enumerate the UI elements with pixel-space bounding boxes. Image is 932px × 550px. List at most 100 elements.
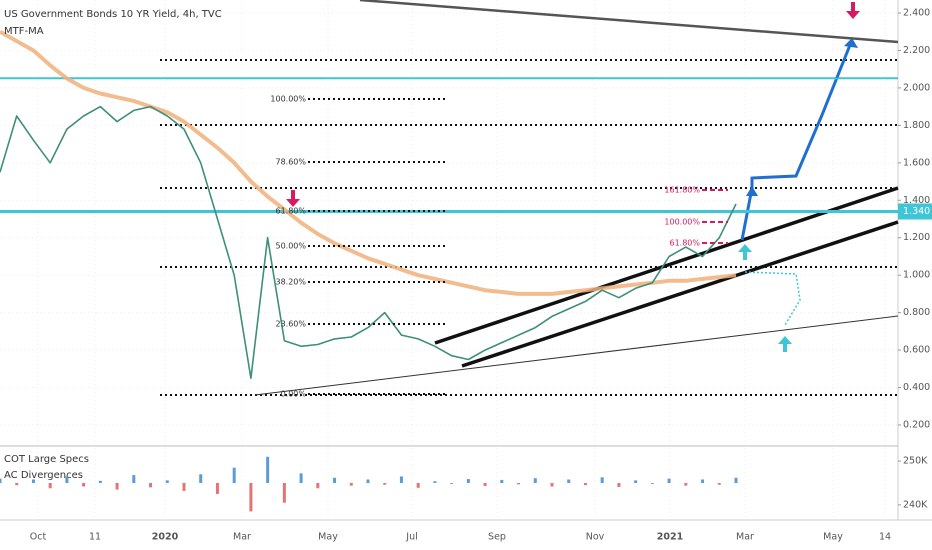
series-line <box>0 29 737 296</box>
histogram-bar <box>650 483 654 484</box>
histogram-bar <box>65 476 69 483</box>
x-tick-label: 11 <box>89 532 101 543</box>
y-tick-label: 1.200 <box>903 232 930 243</box>
drawing <box>359 0 899 44</box>
y-tick-label: 1.000 <box>903 270 930 281</box>
y-tick-label: 0.800 <box>903 307 930 318</box>
y-tick-label: 240K <box>903 499 928 510</box>
x-tick-label: 2021 <box>657 532 683 543</box>
histogram-bar <box>416 483 420 488</box>
histogram-bar <box>550 483 554 487</box>
fib-label: 23.60% <box>275 320 306 329</box>
x-tick-label: Mar <box>736 532 754 543</box>
y-tick-label: 2.200 <box>903 45 930 56</box>
histogram-bar <box>567 479 571 483</box>
y-tick-label: 2.400 <box>903 8 930 19</box>
drawing <box>744 271 801 326</box>
histogram-bar <box>215 483 219 494</box>
x-tick-label: 2020 <box>152 532 179 543</box>
histogram-bar <box>0 478 2 483</box>
y-tick-label: 1.600 <box>903 157 930 168</box>
histogram-bar <box>500 479 504 483</box>
x-tick-label: 14 <box>879 532 891 543</box>
histogram-bar <box>634 480 638 483</box>
drawings <box>0 0 899 396</box>
histogram-bar <box>249 483 253 512</box>
drawing <box>738 244 752 260</box>
histogram-bar <box>115 483 119 490</box>
histogram-bar <box>48 483 52 489</box>
series-line <box>0 105 737 380</box>
x-tick-label: Jul <box>405 532 417 543</box>
fib-label: 78.60% <box>275 158 306 167</box>
chart-title: US Government Bonds 10 YR Yield, 4h, TVC <box>4 9 222 20</box>
histogram-bar <box>165 480 169 483</box>
histogram-bar <box>466 479 470 483</box>
histogram-bar <box>701 479 705 483</box>
histogram-bar <box>199 474 203 483</box>
histogram-bar <box>316 483 320 489</box>
histogram-bar <box>182 483 186 491</box>
histogram-bar <box>299 473 303 483</box>
x-tick-label: May <box>318 532 338 543</box>
y-tick-label: 1.800 <box>903 120 930 131</box>
plot <box>0 29 898 395</box>
fib-label: 50.00% <box>275 242 306 251</box>
histogram-bar <box>383 483 387 485</box>
histogram-bar <box>483 483 487 487</box>
histogram-bar <box>450 483 454 484</box>
histogram-bar <box>98 480 102 483</box>
pane-label: COT Large Specs <box>4 454 89 465</box>
drawing <box>778 336 792 352</box>
histogram-bar <box>266 456 270 483</box>
histogram-bar <box>734 477 738 483</box>
x-tick-label: Oct <box>30 532 47 543</box>
histogram-bar <box>517 483 521 485</box>
fib-label: 100.00% <box>270 95 306 104</box>
price-tag-label: 1.340 <box>903 206 930 217</box>
fib-label: 61.80% <box>669 239 700 248</box>
histogram-bar <box>149 483 153 488</box>
histogram-bar <box>333 477 337 483</box>
y-tick-label: 250K <box>903 456 928 467</box>
histogram-bar <box>82 483 86 487</box>
fib-label: 100.00% <box>664 218 700 227</box>
fib-label: 161.80% <box>664 186 700 195</box>
x-tick-label: Mar <box>233 532 251 543</box>
histogram-bar <box>349 483 353 486</box>
price-tag <box>898 203 932 220</box>
fib-label: 0.00% <box>281 390 307 399</box>
histogram-bar <box>583 483 587 486</box>
histogram-bar <box>717 483 721 485</box>
histogram-bar <box>366 479 370 483</box>
histogram-bar <box>684 483 688 486</box>
histogram-bar <box>667 478 671 483</box>
drawing <box>254 315 899 396</box>
histogram-bar <box>533 478 537 483</box>
drawing <box>461 220 899 368</box>
histogram-bar <box>617 483 621 487</box>
histogram-bar <box>15 483 19 486</box>
indicator-label: MTF-MA <box>4 26 44 37</box>
histogram-bar <box>282 483 286 503</box>
histogram-bar <box>399 476 403 483</box>
drawing <box>286 190 300 207</box>
fib-label: 38.20% <box>275 278 306 287</box>
y-tick-label: 0.200 <box>903 420 930 431</box>
histogram-bar <box>31 479 35 483</box>
x-tick-label: May <box>823 532 843 543</box>
histogram-bar <box>600 477 604 483</box>
y-tick-label: 0.600 <box>903 345 930 356</box>
y-tick-label: 0.400 <box>903 382 930 393</box>
x-tick-label: Nov <box>586 532 605 543</box>
histogram-bar <box>232 467 236 483</box>
histogram-bar <box>132 475 136 483</box>
grid <box>0 0 898 520</box>
x-tick-label: Sep <box>488 532 506 543</box>
drawing <box>846 2 860 19</box>
fib-label: 61.80% <box>275 207 306 216</box>
histogram-bar <box>433 481 437 483</box>
y-tick-label: 2.000 <box>903 82 930 93</box>
pane-label: AC Divergences <box>4 470 83 481</box>
